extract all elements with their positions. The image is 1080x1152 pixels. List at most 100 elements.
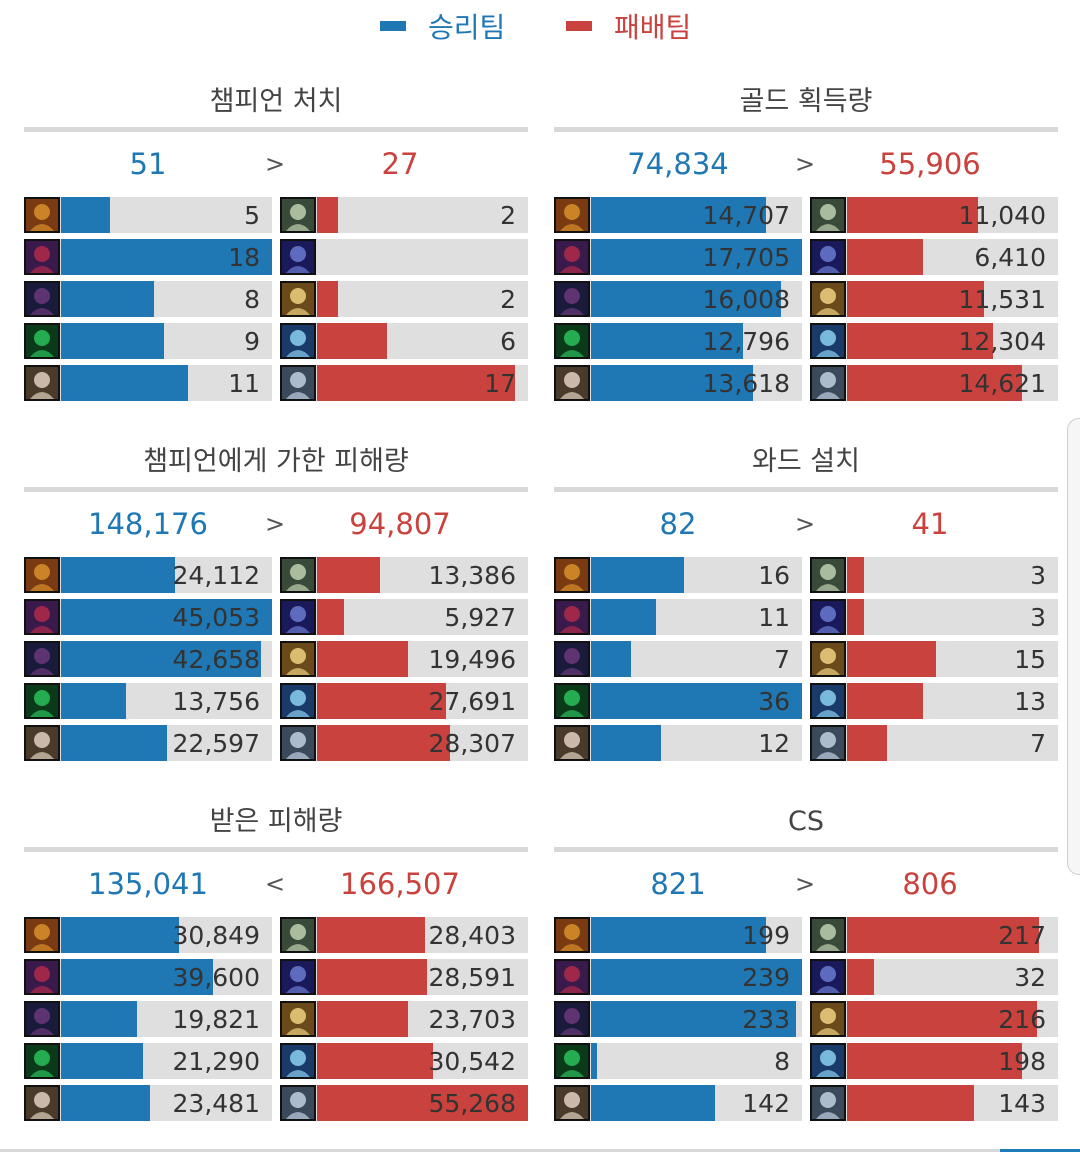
win-bar-value: 12,796 xyxy=(702,327,790,356)
win-bar: 7 xyxy=(554,641,802,677)
champion-7-icon xyxy=(280,599,316,635)
lose-bar-value: 12,304 xyxy=(958,327,1046,356)
champion-10-icon xyxy=(280,1085,316,1121)
win-bar-value: 22,597 xyxy=(172,729,260,758)
lose-bar-value: 23,703 xyxy=(428,1005,516,1034)
lose-bar-value: 11,040 xyxy=(958,201,1046,230)
lose-bar-value: 28,307 xyxy=(428,729,516,758)
lose-bar: 28,403 xyxy=(280,917,528,953)
panel-totals: 74,834 >55,906 xyxy=(554,142,1058,186)
lose-bar-fill xyxy=(847,599,864,635)
lose-bar-fill xyxy=(847,1001,1037,1037)
win-bar-value: 13,618 xyxy=(702,369,790,398)
champion-8-icon xyxy=(280,1001,316,1037)
lose-bar-fill xyxy=(847,197,978,233)
lose-bar-value: 55,268 xyxy=(428,1089,516,1118)
champion-6-icon xyxy=(810,197,846,233)
win-swatch xyxy=(380,21,406,31)
win-bar: 19,821 xyxy=(24,1001,272,1037)
champion-5-icon xyxy=(24,365,60,401)
panel-divider xyxy=(554,127,1058,132)
win-bar-fill xyxy=(591,1043,597,1079)
lose-bar-value: 143 xyxy=(998,1089,1046,1118)
panel-title: 골드 획득량 xyxy=(739,86,873,117)
win-bar-fill xyxy=(61,281,154,317)
panel-title: 받은 피해량 xyxy=(209,806,343,837)
champion-2-icon xyxy=(24,239,60,275)
champion-5-icon xyxy=(24,1085,60,1121)
lose-bar: 19,496 xyxy=(280,641,528,677)
lose-total: 55,906 xyxy=(879,147,981,181)
win-bar-fill xyxy=(591,599,656,635)
panel-title: 챔피언에게 가한 피해량 xyxy=(143,446,409,477)
win-bar-value: 9 xyxy=(244,327,260,356)
lose-bar: 5,927 xyxy=(280,599,528,635)
scroll-handle[interactable] xyxy=(1067,418,1080,875)
lose-bar: 12,304 xyxy=(810,323,1058,359)
win-bar: 239 xyxy=(554,959,802,995)
win-bar-value: 7 xyxy=(774,645,790,674)
win-bar-value: 14,707 xyxy=(702,201,790,230)
win-total: 74,834 xyxy=(627,147,729,181)
stat-panel: 와드 설치 82 >41 16 3 11 3 7 15 36 13 12 7 xyxy=(554,440,1058,770)
lose-bar-value: 19,496 xyxy=(428,645,516,674)
lose-bar-fill xyxy=(847,281,984,317)
lose-bar-fill xyxy=(317,959,427,995)
win-bar: 22,597 xyxy=(24,725,272,761)
champion-10-icon xyxy=(810,725,846,761)
win-bar-fill xyxy=(591,683,802,719)
win-bar: 8 xyxy=(554,1043,802,1079)
win-bar-value: 30,849 xyxy=(172,921,260,950)
lose-bar: 14,621 xyxy=(810,365,1058,401)
win-total: 51 xyxy=(129,147,167,181)
win-bar-value: 18 xyxy=(228,243,260,272)
lose-bar-value: 3 xyxy=(1030,603,1046,632)
champion-1-icon xyxy=(24,557,60,593)
champion-4-icon xyxy=(554,1043,590,1079)
lose-total: 27 xyxy=(381,147,419,181)
lose-bar: 143 xyxy=(810,1085,1058,1121)
lose-bar-value: 217 xyxy=(998,921,1046,950)
lose-bar-value: 216 xyxy=(998,1005,1046,1034)
win-bar: 42,658 xyxy=(24,641,272,677)
win-bar: 16 xyxy=(554,557,802,593)
lose-bar: 6,410 xyxy=(810,239,1058,275)
win-bar-fill xyxy=(591,323,743,359)
lose-bar-value: 30,542 xyxy=(428,1047,516,1076)
lose-bar-fill xyxy=(317,197,338,233)
lose-bar-value: 28,591 xyxy=(428,963,516,992)
lose-bar-value: 13,386 xyxy=(428,561,516,590)
champion-9-icon xyxy=(810,683,846,719)
lose-bar-value: 2 xyxy=(500,285,516,314)
lose-bar-value: 14,621 xyxy=(958,369,1046,398)
champion-7-icon xyxy=(280,959,316,995)
lose-bar: 2 xyxy=(280,197,528,233)
champion-3-icon xyxy=(554,281,590,317)
win-bar-value: 24,112 xyxy=(172,561,260,590)
win-bar-fill xyxy=(591,365,753,401)
legend-win: 승리팀 xyxy=(380,8,505,44)
stat-panel: 받은 피해량 135,041 <166,507 30,849 28,403 39,600 2… xyxy=(24,800,528,1130)
win-total: 148,176 xyxy=(88,507,208,541)
champion-4-icon xyxy=(24,683,60,719)
lose-bar-value: 27,691 xyxy=(428,687,516,716)
win-bar-value: 8 xyxy=(244,285,260,314)
win-bar-fill xyxy=(591,641,631,677)
win-bar: 39,600 xyxy=(24,959,272,995)
lose-bar-fill xyxy=(847,1085,974,1121)
champion-9-icon xyxy=(280,1043,316,1079)
compare-sign: > xyxy=(794,870,816,898)
legend-lose-label: 패배팀 xyxy=(614,11,692,44)
lose-bar: 55,268 xyxy=(280,1085,528,1121)
lose-swatch xyxy=(566,21,592,31)
win-bar-value: 17,705 xyxy=(702,243,790,272)
lose-bar: 6 xyxy=(280,323,528,359)
win-bar-value: 19,821 xyxy=(172,1005,260,1034)
lose-bar: 2 xyxy=(280,281,528,317)
panel-totals: 821 >806 xyxy=(554,862,1058,906)
champion-8-icon xyxy=(280,281,316,317)
champion-5-icon xyxy=(554,1085,590,1121)
win-bar: 30,849 xyxy=(24,917,272,953)
panel-totals: 82 >41 xyxy=(554,502,1058,546)
panel-divider xyxy=(24,487,528,492)
